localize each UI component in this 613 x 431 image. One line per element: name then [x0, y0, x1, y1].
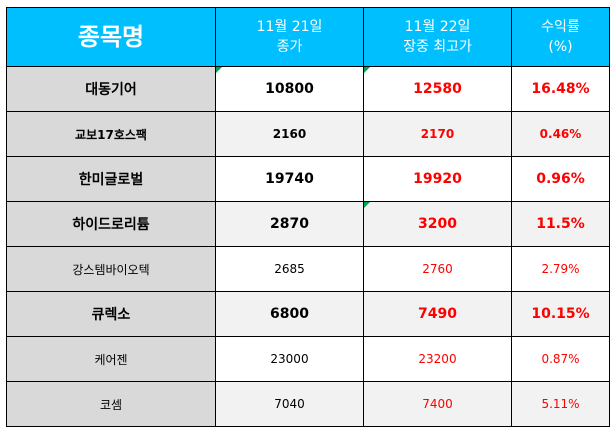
stock-return-table: 종목명 11월 21일 종가 11월 22일 장중 최고가 수익률 (%) 대동… — [6, 7, 610, 427]
return-cell: 10.15% — [511, 291, 610, 337]
close-price-cell: 2685 — [215, 246, 364, 292]
header-stock-name: 종목명 — [6, 7, 216, 67]
table-row: 한미글로벌 19740 19920 0.96% — [6, 156, 610, 202]
header-intraday-high: 11월 22일 장중 최고가 — [363, 7, 512, 67]
header-row: 종목명 11월 21일 종가 11월 22일 장중 최고가 수익률 (%) — [6, 7, 610, 67]
return-cell: 16.48% — [511, 66, 610, 112]
header-close-date: 11월 21일 — [256, 19, 323, 35]
close-price-cell: 6800 — [215, 291, 364, 337]
intraday-high-cell: 2760 — [363, 246, 512, 292]
return-cell: 2.79% — [511, 246, 610, 292]
stock-name-cell: 한미글로벌 — [6, 156, 216, 202]
stock-name-cell: 강스템바이오텍 — [6, 246, 216, 292]
close-price-cell: 7040 — [215, 381, 364, 427]
table-row: 큐렉소 6800 7490 10.15% — [6, 291, 610, 337]
intraday-high-cell: 23200 — [363, 336, 512, 382]
intraday-high: 12580 — [413, 81, 462, 97]
close-price-cell: 2160 — [215, 111, 364, 157]
cell-note-marker — [216, 67, 222, 73]
close-price-cell: 23000 — [215, 336, 364, 382]
intraday-high: 3200 — [418, 216, 457, 232]
header-high-label: 장중 최고가 — [403, 39, 472, 55]
header-high-date: 11월 22일 — [404, 19, 471, 35]
header-return: 수익률 (%) — [511, 7, 610, 67]
table-row: 강스템바이오텍 2685 2760 2.79% — [6, 246, 610, 292]
close-price: 10800 — [265, 81, 314, 97]
table-row: 교보17호스팩 2160 2170 0.46% — [6, 111, 610, 157]
stock-name-cell: 대동기어 — [6, 66, 216, 112]
return-cell: 0.46% — [511, 111, 610, 157]
stock-name-cell: 하이드로리튬 — [6, 201, 216, 247]
cell-note-marker — [364, 202, 370, 208]
intraday-high-cell: 2170 — [363, 111, 512, 157]
return-cell: 0.96% — [511, 156, 610, 202]
stock-name-cell: 큐렉소 — [6, 291, 216, 337]
header-return-label: 수익률 — [541, 19, 580, 35]
table-row: 코셈 7040 7400 5.11% — [6, 381, 610, 427]
header-close-price: 11월 21일 종가 — [215, 7, 364, 67]
return-cell: 5.11% — [511, 381, 610, 427]
close-price-cell: 10800 — [215, 66, 364, 112]
intraday-high-cell: 12580 — [363, 66, 512, 112]
intraday-high-cell: 7490 — [363, 291, 512, 337]
stock-name-cell: 교보17호스팩 — [6, 111, 216, 157]
table-row: 하이드로리튬 2870 3200 11.5% — [6, 201, 610, 247]
table-row: 케어젠 23000 23200 0.87% — [6, 336, 610, 382]
stock-name-cell: 코셈 — [6, 381, 216, 427]
intraday-high-cell: 3200 — [363, 201, 512, 247]
header-return-unit: (%) — [548, 39, 573, 55]
intraday-high-cell: 7400 — [363, 381, 512, 427]
intraday-high-cell: 19920 — [363, 156, 512, 202]
close-price-cell: 2870 — [215, 201, 364, 247]
cell-note-marker — [364, 67, 370, 73]
header-close-label: 종가 — [276, 39, 303, 55]
table-row: 대동기어 10800 12580 16.48% — [6, 66, 610, 112]
close-price-cell: 19740 — [215, 156, 364, 202]
return-cell: 11.5% — [511, 201, 610, 247]
stock-name-cell: 케어젠 — [6, 336, 216, 382]
return-cell: 0.87% — [511, 336, 610, 382]
